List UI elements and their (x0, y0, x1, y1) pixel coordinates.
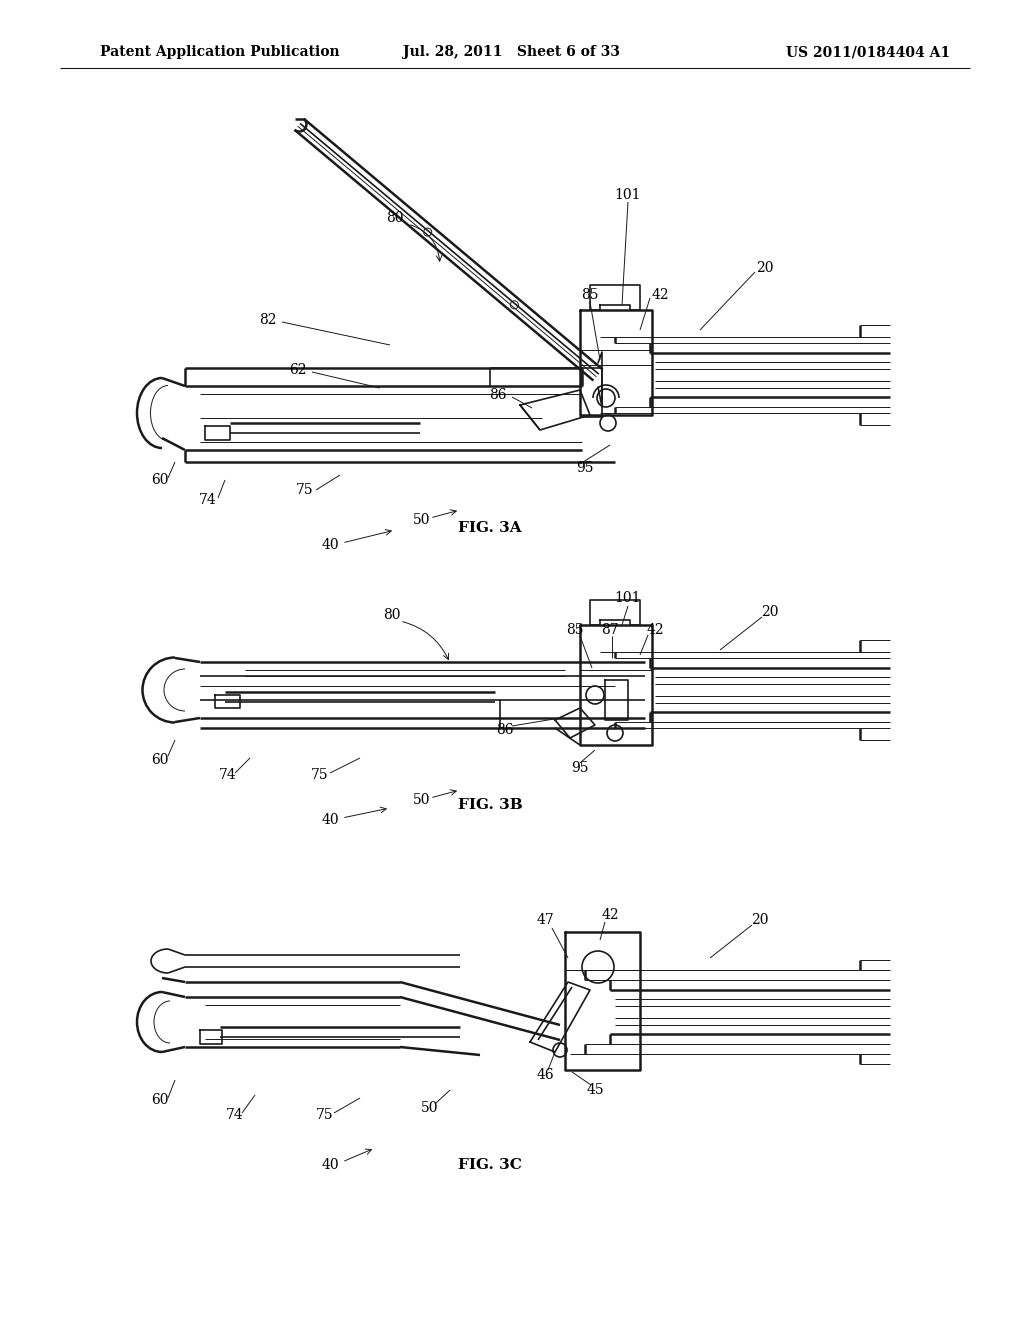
Text: Patent Application Publication: Patent Application Publication (100, 45, 340, 59)
Text: 74: 74 (219, 768, 237, 781)
Text: 86: 86 (489, 388, 507, 403)
Text: 50: 50 (414, 513, 431, 527)
Text: 60: 60 (152, 473, 169, 487)
Text: FIG. 3C: FIG. 3C (458, 1158, 522, 1172)
Text: 101: 101 (614, 187, 641, 202)
Text: 75: 75 (296, 483, 313, 498)
Text: 101: 101 (614, 591, 641, 605)
Text: 85: 85 (566, 623, 584, 638)
Text: 50: 50 (421, 1101, 438, 1115)
Text: 50: 50 (414, 793, 431, 807)
Text: 80: 80 (386, 211, 403, 224)
Text: 74: 74 (226, 1107, 244, 1122)
Text: 74: 74 (199, 492, 217, 507)
Text: 60: 60 (152, 1093, 169, 1107)
Text: 75: 75 (316, 1107, 334, 1122)
Text: 86: 86 (497, 723, 514, 737)
Text: 20: 20 (761, 605, 778, 619)
Text: 75: 75 (311, 768, 329, 781)
Text: 40: 40 (322, 1158, 339, 1172)
Text: 46: 46 (537, 1068, 554, 1082)
Text: US 2011/0184404 A1: US 2011/0184404 A1 (785, 45, 950, 59)
Text: 85: 85 (582, 288, 599, 302)
Text: 95: 95 (577, 461, 594, 475)
Text: 20: 20 (757, 261, 774, 275)
Text: 42: 42 (601, 908, 618, 921)
Text: 87: 87 (601, 623, 618, 638)
Text: 95: 95 (571, 762, 589, 775)
Text: 42: 42 (646, 623, 664, 638)
Text: 20: 20 (752, 913, 769, 927)
Text: 80: 80 (383, 609, 400, 622)
Text: 60: 60 (152, 752, 169, 767)
Text: 82: 82 (259, 313, 276, 327)
Text: 47: 47 (537, 913, 554, 927)
Text: 40: 40 (322, 539, 339, 552)
Text: 62: 62 (289, 363, 307, 378)
Text: FIG. 3A: FIG. 3A (458, 521, 522, 535)
Text: 40: 40 (322, 813, 339, 828)
Text: 45: 45 (586, 1082, 604, 1097)
Text: FIG. 3B: FIG. 3B (458, 799, 522, 812)
Text: Jul. 28, 2011   Sheet 6 of 33: Jul. 28, 2011 Sheet 6 of 33 (403, 45, 621, 59)
Text: 42: 42 (651, 288, 669, 302)
